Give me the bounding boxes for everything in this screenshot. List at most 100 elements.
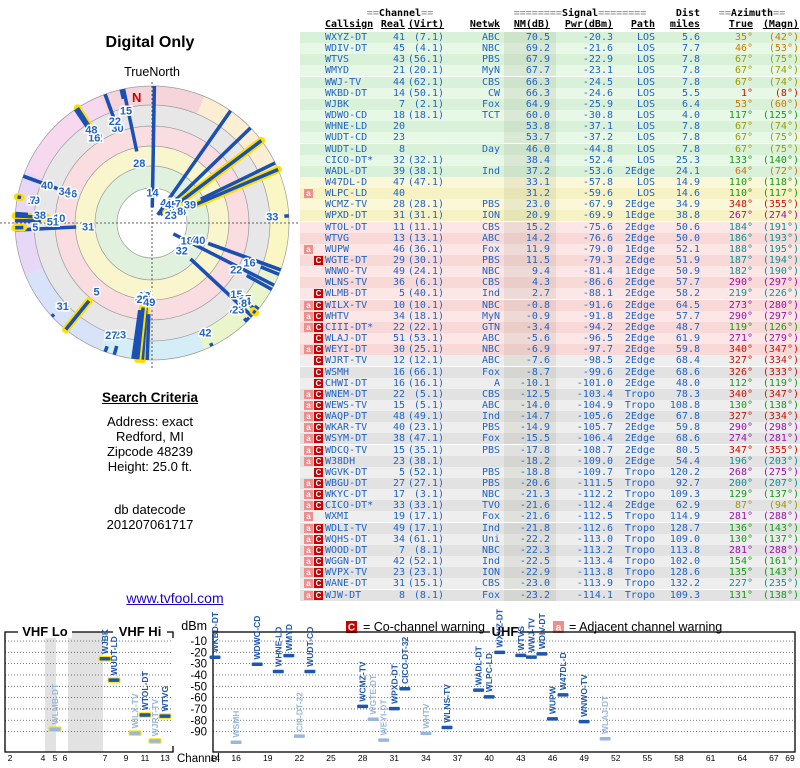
signal-marker-label: WJBK	[100, 628, 110, 654]
radar-spoke	[17, 195, 22, 200]
vhf-channel-tick: 9	[124, 753, 129, 763]
criteria-height-line: Height: 25.0 ft.	[107, 459, 193, 474]
table-row: WDWO-CD 18 (18.1) TCT 60.0 -30.8 LOS 4.0 117° (12…	[300, 110, 800, 123]
radar-channel-label: 30	[111, 123, 123, 135]
criteria-zip-line: Zipcode 48239	[106, 444, 193, 459]
callsign: WUPW	[325, 243, 350, 255]
callsign: WLMB-DT	[325, 288, 368, 300]
signal-marker-label: WTOL-DT	[140, 670, 150, 710]
table-row: a C WSYM-DT 38 (47.1) Fox -15.5 -106.4 2Edge 68.6…	[300, 433, 800, 446]
db-datecode-value: 201207061717	[106, 517, 194, 532]
callsign: WTVG	[325, 232, 350, 244]
radar-channel-label: 48	[85, 125, 97, 137]
table-row: WMYD 21 (20.1) MyN 67.7 -23.1 LOS 7.8 67° (74°)	[300, 65, 800, 78]
signal-marker-label: WXYZ-DT	[495, 608, 505, 648]
adjacent-channel-warning-badge: a	[304, 400, 313, 410]
uhf-channel-tick: 52	[611, 753, 621, 763]
radar-spoke	[259, 265, 280, 276]
radar-channel-label: 22	[230, 265, 242, 277]
radar-spoke	[103, 93, 113, 111]
radar-spoke	[103, 345, 109, 353]
signal-marker	[159, 714, 171, 718]
adjacent-channel-warning-badge: a	[304, 423, 313, 433]
signal-marker-label: CIII-DT-22	[294, 692, 304, 731]
signal-marker	[420, 731, 432, 736]
radar-spoke	[245, 273, 273, 291]
co-channel-warning-badge: C	[314, 445, 323, 455]
radar-channel-label: 44	[174, 206, 187, 218]
callsign: WANE-DT	[325, 578, 368, 590]
svg-text:C: C	[348, 623, 355, 634]
signal-marker-label: WTVS	[516, 626, 526, 651]
adjacent-channel-warning-badge: a	[304, 479, 313, 488]
radar-channel-label: 29	[137, 294, 149, 306]
callsign: WEWS-TV	[325, 399, 368, 411]
radar-channel-label: 13	[138, 290, 150, 302]
radar-channel-label: 21	[172, 207, 184, 219]
radar-spoke	[112, 345, 119, 356]
adjacent-channel-warning-badge: a	[304, 300, 313, 310]
co-channel-warning-badge: C	[314, 434, 323, 444]
co-channel-warning-badge: C	[314, 501, 323, 511]
magnetic-north-marker: N	[132, 90, 141, 105]
adjacent-channel-warning-badge: a	[304, 557, 313, 567]
radar-channel-label: 43	[172, 207, 184, 219]
radar-channel-label: 23	[232, 304, 244, 316]
callsign: WMYD	[325, 65, 350, 77]
radar-spoke	[133, 310, 143, 360]
signal-marker-label: WEYI-DT	[379, 699, 389, 736]
radar-channel-label: 11	[141, 289, 153, 301]
radar-spoke	[50, 313, 56, 318]
svg-text:a: a	[556, 623, 562, 634]
uhf-channel-tick: 22	[295, 753, 305, 763]
adjacent-channel-warning-badge: a	[304, 412, 313, 422]
adjacent-channel-warning-badge: a	[304, 512, 313, 522]
adjacent-channel-warning-badge: a	[304, 445, 313, 455]
table-row: C WSMH 16 (66.1) Fox -8.7 -99.6 2Edge 68.6 326° (3…	[300, 366, 800, 379]
adjacent-channel-warning-badge: a	[304, 534, 313, 544]
signal-table: ==Channel== ========Signal======== Dist ==A…	[300, 0, 800, 616]
callsign: WLNS-TV	[325, 277, 368, 289]
radar-channel-label: 31	[57, 301, 69, 313]
callsign: WOOD-DT	[325, 544, 368, 556]
table-row: a C WKAR-TV 40 (23.1) PBS -14.9 -105.7 2Edge 59.8…	[300, 422, 800, 435]
signal-marker	[599, 736, 611, 741]
table-row: C WGVK-DT 5 (52.1) PBS -18.8 -109.7 Tropo 120.2 2…	[300, 466, 800, 479]
vhf-channel-tick: 6	[63, 753, 68, 763]
vhf-channel-tick: 13	[160, 753, 170, 763]
co-channel-warning-badge: C	[314, 545, 323, 555]
co-channel-warning-badge: C	[314, 322, 323, 332]
table-row: a C WKYC-DT 17 (3.1) NBC -21.3 -112.2 Tropo 109.3…	[300, 489, 800, 502]
callsign: WGGN-DT	[325, 556, 368, 568]
signal-marker	[99, 657, 111, 661]
uhf-channel-tick: 69	[785, 753, 795, 763]
co-channel-warning-badge: C	[314, 579, 323, 589]
radar-spoke	[253, 304, 260, 311]
co-channel-warning-badge: C	[314, 356, 323, 366]
tvfool-link[interactable]: www.tvfool.com	[126, 590, 224, 606]
radar-channel-label: 33	[266, 212, 278, 224]
adjacent-channel-warning-badge: a	[304, 456, 313, 466]
callsign: W47DL-D	[325, 176, 368, 188]
signal-marker	[525, 655, 537, 659]
radar-spoke	[242, 317, 249, 323]
db-datecode-label: db datecode	[114, 502, 186, 517]
co-channel-warning-badge: C	[314, 568, 323, 578]
signal-marker-label: WMYD	[284, 624, 294, 651]
table-header-groups: ==Channel== ========Signal======== Dist ==A…	[366, 8, 786, 19]
adjacent-channel-warning-badge: a	[304, 568, 313, 578]
signal-marker-label: WWJ-TV	[526, 618, 536, 653]
uhf-channel-tick: 16	[231, 753, 241, 763]
table-header-columns: Callsign Real (Virt) Netwk NM(dB) Pwr(dBm) Pat…	[325, 19, 799, 30]
table-row: C WJRT-TV 12 (12.1) ABC -7.6 -98.5 2Edge 68.4 327…	[300, 355, 800, 368]
callsign: WLAJ-DT	[325, 333, 368, 345]
signal-marker-label: WILX-TV	[130, 693, 140, 728]
criteria-address-line: Address: exact	[107, 414, 193, 429]
adjacent-channel-warning-badge: a	[304, 523, 313, 533]
dbm-tick-label: -40	[190, 670, 207, 682]
radar-channel-label: 47	[191, 234, 203, 246]
radar-spoke	[75, 107, 87, 121]
table-row: C WGTE-DT 29 (30.1) PBS 11.5 -79.3 2Edge 51.9 187…	[300, 255, 800, 267]
